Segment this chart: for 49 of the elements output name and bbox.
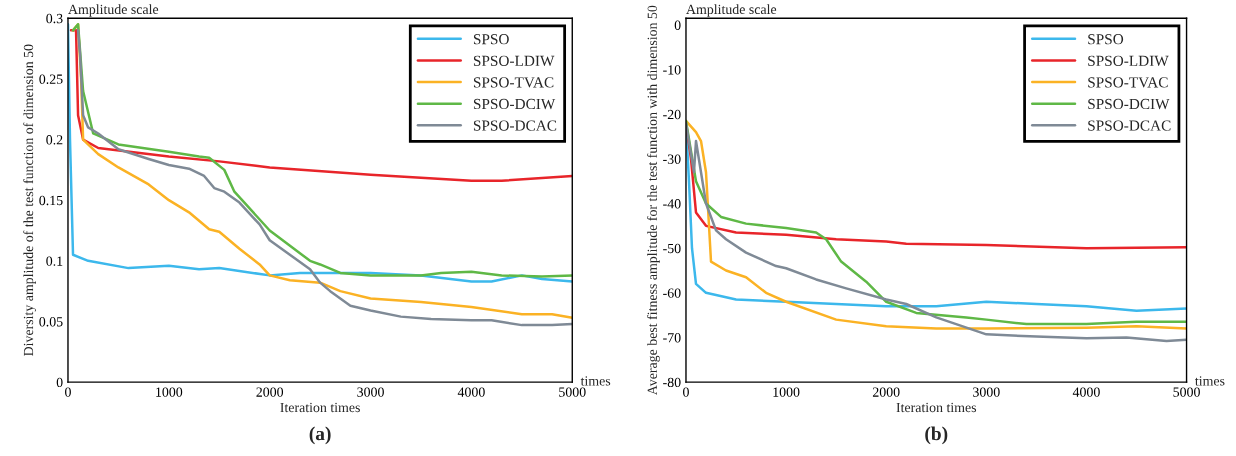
line-series — [69, 29, 573, 183]
y-tick-label: 0 — [56, 377, 63, 388]
y-tick-label: -10 — [663, 65, 681, 75]
x-axis-title: Iteration times — [280, 402, 360, 413]
x-tick-label: 0 — [65, 387, 71, 397]
text: Amplitude scale — [68, 4, 159, 17]
text: times — [580, 376, 611, 386]
legend-label: SPSO-LDIW — [1088, 55, 1169, 67]
x-tick-label: 2000 — [256, 387, 284, 397]
y-tick-label: 0.2 — [46, 135, 63, 145]
y-tick-label: 0.05 — [39, 317, 63, 327]
y-tick-label: -70 — [663, 333, 681, 343]
legend-label: SPSO-DCAC — [473, 120, 557, 131]
x-tick-label: 3000 — [357, 387, 384, 397]
legend-label: SPSO-DCIW — [473, 98, 556, 110]
y-tick-label: -30 — [663, 154, 681, 164]
legend-label: SPSO-DCIW — [1088, 98, 1170, 110]
y-axis-title: Average best fitness amplitude for the test function with dimension 50 — [647, 5, 660, 396]
y-tick-label: -20 — [663, 109, 681, 120]
x-tick-label: 0 — [683, 387, 689, 397]
y-tick-label: 0 — [674, 20, 681, 30]
x-tick-label: 4000 — [1072, 387, 1100, 397]
text: (a) — [309, 426, 331, 445]
text: (b) — [925, 426, 948, 445]
legend-label: SPSO — [473, 34, 509, 45]
x-tick-label: 5000 — [1173, 387, 1200, 397]
legend-label: SPSO — [1088, 34, 1124, 45]
y-tick-label: 0.15 — [39, 195, 63, 206]
text: times — [1195, 376, 1225, 386]
y-tick-label: -80 — [663, 377, 681, 388]
y-axis-title: Diversity amplitude of the test function of dimension 50 — [23, 44, 37, 357]
x-tick-label: 3000 — [973, 387, 1000, 397]
x-tick-label: 1000 — [156, 387, 183, 397]
y-tick-label: 0.1 — [46, 256, 63, 266]
x-tick-label: 5000 — [559, 387, 586, 397]
y-tick-label: 0.3 — [46, 13, 63, 24]
y-tick-label: -40 — [663, 199, 681, 209]
text: Amplitude scale — [686, 4, 777, 17]
legend-label: SPSO-TVAC — [1088, 77, 1168, 88]
x-tick-label: 4000 — [457, 387, 485, 397]
legend-label: SPSO-LDIW — [473, 55, 555, 67]
y-tick-label: -50 — [663, 243, 681, 254]
legend-label: SPSO-DCAC — [1088, 120, 1171, 131]
x-tick-label: 1000 — [773, 387, 800, 397]
x-axis-title: Iteration times — [896, 402, 977, 413]
legend-label: SPSO-TVAC — [473, 77, 554, 88]
y-tick-label: 0.25 — [39, 74, 63, 84]
y-tick-label: -60 — [663, 288, 681, 298]
x-tick-label: 2000 — [872, 387, 900, 397]
